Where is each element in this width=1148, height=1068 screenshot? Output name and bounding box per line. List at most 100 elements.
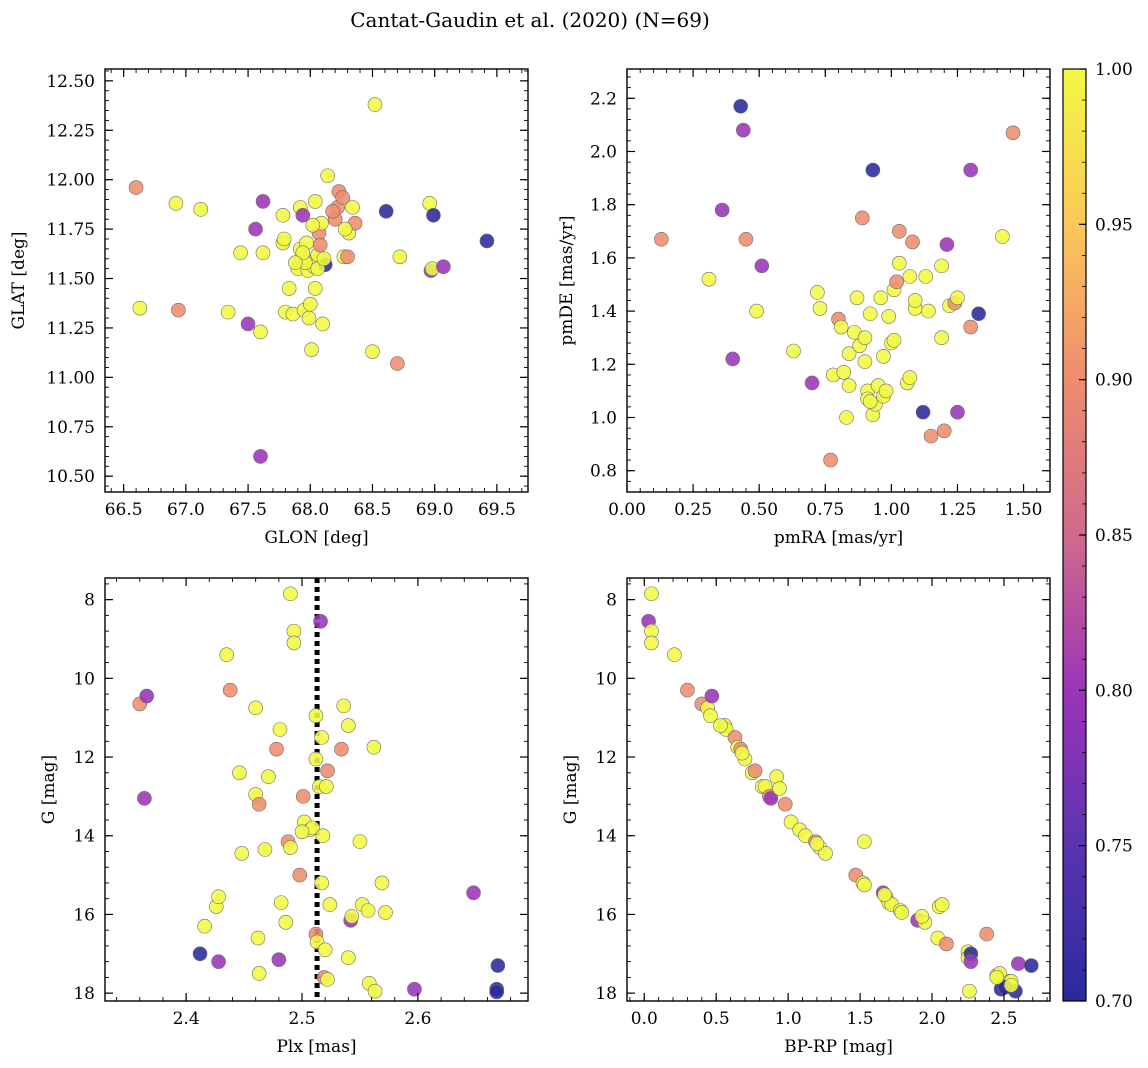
y-tick-label: 1.8: [590, 196, 617, 216]
scatter-point: [316, 251, 332, 267]
axes-frame: [104, 68, 529, 493]
scatter-point: [234, 846, 250, 861]
y-tick-label: 11.25: [46, 319, 95, 339]
scatter-point: [305, 217, 321, 233]
scatter-point: [374, 875, 390, 891]
colorbar-tick-label: 1.00: [1095, 60, 1133, 80]
scatter-point: [1003, 977, 1019, 993]
scatter-point: [1023, 958, 1039, 973]
x-tick-label: 0.00: [608, 500, 646, 520]
scatter-point: [644, 586, 659, 602]
scatter-point: [995, 229, 1010, 244]
scatter-point: [137, 791, 152, 806]
scatter-point: [233, 245, 248, 261]
y-tick-label: 1.0: [590, 409, 617, 429]
scatter-point: [325, 204, 340, 219]
x-tick-label: 68.5: [354, 500, 392, 520]
scatter-point: [754, 258, 770, 274]
scatter-point: [219, 647, 234, 663]
panel-3: 2.4 2.5 2.6 8 10 12 14 16 18 Plx [mas] G [mag]: [39, 577, 529, 1057]
scatter-point: [407, 981, 422, 997]
scatter-point: [936, 423, 952, 439]
scatter-point: [319, 779, 334, 794]
scatter-point: [703, 708, 718, 724]
colorbar-tick-label: 0.75: [1095, 837, 1133, 857]
colorbar-tick-label: 0.95: [1095, 215, 1133, 235]
x-axis-label: GLON [deg]: [264, 528, 368, 548]
panels: 66.5 67.0 67.5 68.0 68.5 69.0 69.5 10.50 10.75 11…: [9, 68, 1051, 1057]
scatter-point: [366, 739, 382, 755]
scatter-point: [865, 162, 881, 178]
scatter-point: [736, 122, 751, 138]
y-tick-label: 0.8: [590, 462, 617, 482]
colorbar-tick-label: 0.90: [1095, 371, 1133, 391]
scatter-point: [211, 889, 226, 905]
scatter-point: [915, 404, 931, 420]
scatter-point: [168, 196, 184, 211]
scatter-point: [271, 952, 287, 967]
y-tick-label: 1.4: [590, 302, 617, 322]
scatter-point: [367, 97, 383, 112]
scatter-point: [857, 354, 873, 369]
scatter-point: [295, 245, 311, 261]
panel-2: 0.00 0.25 0.50 0.75 1.00 1.25 1.50 0.8 1.0 1.2 1.4…: [557, 68, 1051, 548]
scatter-point: [963, 319, 978, 335]
x-tick-label: 1.5: [847, 1009, 874, 1029]
scatter-point: [1005, 125, 1021, 141]
scatter-point: [390, 356, 405, 371]
scatter-point: [892, 223, 907, 239]
axes-frame: [104, 577, 529, 1002]
scatter-point: [255, 194, 271, 209]
x-tick-label: 68.0: [291, 500, 329, 520]
scatter-point: [644, 635, 659, 651]
scatter-point: [272, 722, 288, 737]
scatter-point: [292, 867, 307, 883]
scatter-point: [490, 958, 506, 973]
scatter-point: [294, 824, 310, 840]
scatter-point: [810, 285, 825, 300]
y-tick-label: 12.50: [46, 72, 95, 92]
scatter-point: [777, 796, 793, 812]
x-axis-label: BP-RP [mag]: [784, 1037, 893, 1057]
scatter-point: [786, 343, 801, 359]
scatter-point: [302, 296, 318, 312]
y-tick-label: 1.6: [590, 249, 617, 269]
scatter-point: [804, 375, 820, 391]
scatter-point: [654, 231, 669, 247]
scatter-point: [304, 342, 319, 357]
scatter-point: [337, 221, 353, 237]
scatter-point: [360, 903, 376, 918]
y-tick-label: 12: [73, 748, 95, 768]
scatter-point: [812, 301, 828, 316]
scatter-point: [320, 972, 335, 987]
y-tick-label: 11.00: [46, 368, 95, 388]
x-tick-label: 2.6: [404, 1009, 431, 1029]
scatter-point: [749, 303, 764, 319]
scatter-point: [950, 404, 965, 420]
scatter-point: [288, 255, 303, 271]
scatter-point: [763, 791, 779, 806]
y-tick-label: 12.25: [46, 121, 95, 141]
scatter-point: [132, 300, 148, 316]
scatter-point: [886, 333, 902, 348]
scatter-point: [836, 364, 852, 380]
scatter-point: [250, 930, 266, 946]
y-tick-label: 10.50: [46, 467, 95, 487]
scatter-point: [857, 834, 872, 849]
y-tick-label: 2.0: [590, 142, 617, 162]
scatter-point: [334, 741, 349, 757]
scatter-point: [725, 351, 741, 367]
scatter-point: [934, 258, 949, 274]
y-axis-label: G [mag]: [39, 755, 59, 824]
y-axis-label: GLAT [deg]: [9, 231, 29, 329]
scatter-point: [841, 346, 857, 361]
scatter-point: [315, 316, 331, 332]
scatter-point: [253, 449, 268, 464]
scatter-point: [307, 194, 323, 209]
scatter-point: [667, 647, 682, 663]
scatter-point: [489, 984, 505, 1000]
scatter-point: [714, 202, 730, 218]
scatter-point: [313, 613, 328, 629]
scatter-point: [939, 936, 954, 952]
scatter-point: [841, 378, 857, 393]
